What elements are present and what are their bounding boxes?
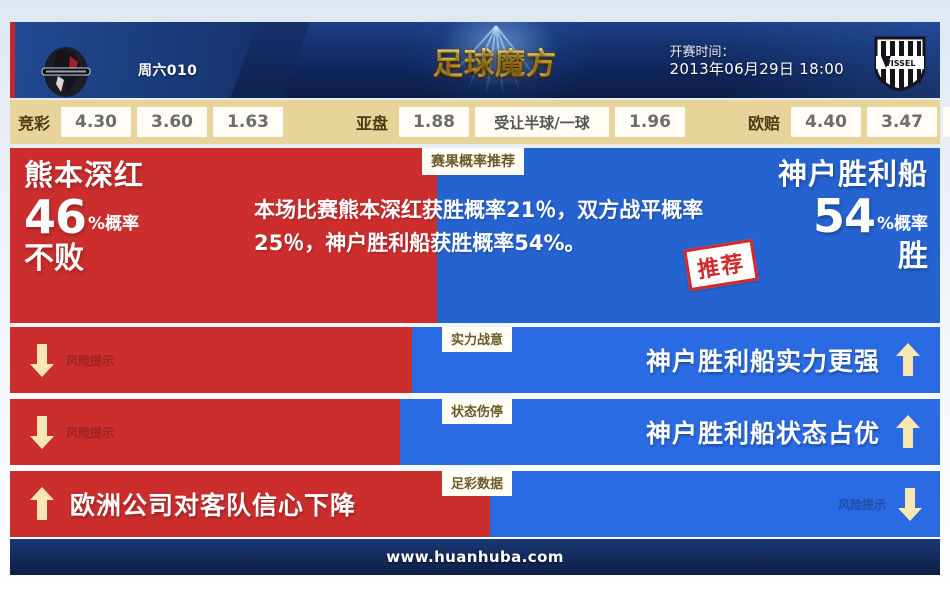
probability-summary-text: 本场比赛熊本深红获胜概率21％，双方战平概率25％，神户胜利船获胜概率54%。 <box>254 198 704 255</box>
arrow-down-icon <box>30 415 54 449</box>
arrow-up-icon <box>896 415 920 449</box>
home-predicted-result: 不败 <box>24 241 84 276</box>
home-claim-text: 欧洲公司对客队信心下降 <box>70 491 357 520</box>
away-claim-text: 神户胜利船状态占优 <box>645 419 880 448</box>
section-tab-probability: 赛果概率推荐 <box>422 148 524 175</box>
away-form-claim: 神户胜利船状态占优 <box>646 399 920 465</box>
arrow-down-icon <box>30 343 54 377</box>
odds-cell-european-draw[interactable]: 3.47 <box>867 107 938 137</box>
footer-bar: www.huanhuba.com <box>10 539 940 575</box>
odds-cell-asian-away[interactable]: 1.96 <box>615 107 686 137</box>
odds-cell-asian-handicap[interactable]: 受让半球/一球 <box>475 107 610 137</box>
kickoff-label: 开赛时间： <box>669 45 735 60</box>
home-side-background <box>10 148 437 323</box>
odds-cell-asian-home[interactable]: 1.88 <box>399 107 470 137</box>
kickoff-info: 开赛时间： 2013年06月29日 18:00 <box>670 44 844 78</box>
away-risk-indicator: 风险提示 <box>838 471 922 537</box>
odds-cell-jingcai-draw[interactable]: 3.60 <box>137 107 208 137</box>
odds-group-asian: 亚盘 1.88 受让半球/一球 1.96 <box>348 100 688 144</box>
home-probability-suffix: %概率 <box>88 214 140 234</box>
home-prediction: 熊本深红 46 %概率 不败 <box>24 158 144 276</box>
comparison-row-strength: 风险提示 神户胜利船实力更强 实力战意 <box>10 327 940 393</box>
comparison-row-form: 风险提示 神户胜利船状态占优 状态伤停 <box>10 399 940 465</box>
home-team-name: 熊本深红 <box>24 158 145 192</box>
home-betting-claim: 欧洲公司对客队信心下降 <box>30 471 356 537</box>
header-bar: 周六010 足球魔方 开赛时间： 2013年06月29日 18:00 <box>10 22 940 98</box>
row-home-background <box>10 399 400 465</box>
starburst-icon <box>400 22 590 98</box>
arrow-up-icon <box>896 343 920 377</box>
brand-title: 足球魔方 <box>433 39 557 83</box>
kickoff-time: 2013年06月29日 18:00 <box>669 60 844 78</box>
away-probability-suffix: %概率 <box>876 214 928 234</box>
arrow-down-icon <box>898 487 922 521</box>
away-claim-text: 神户胜利船实力更强 <box>645 347 880 376</box>
home-risk-indicator: 风险提示 <box>30 399 114 465</box>
probability-panel: 熊本深红 46 %概率 不败 神户胜利船 推荐 54 %概率 胜 本场比赛熊本深… <box>10 148 940 323</box>
roasso-kumamoto-crest <box>30 46 102 98</box>
section-tab-betting-data: 足彩数据 <box>442 471 513 496</box>
odds-cell-european-home[interactable]: 4.40 <box>791 107 862 137</box>
section-tab-strength: 实力战意 <box>442 327 513 352</box>
odds-group-jingcai: 竞彩 4.30 3.60 1.63 <box>10 100 286 144</box>
odds-bar: 竞彩 4.30 3.60 1.63 亚盘 1.88 受让半球/一球 1.96 欧… <box>10 100 950 144</box>
odds-group-european: 欧赔 4.40 3.47 1.71 <box>740 100 950 144</box>
odds-group-title: 亚盘 <box>356 114 389 133</box>
home-probability-value: 46 <box>24 190 87 244</box>
row-home-background <box>10 471 490 537</box>
home-risk-label: 风险提示 <box>66 425 115 440</box>
header-accent-strip <box>10 22 15 98</box>
odds-cell-jingcai-away[interactable]: 1.63 <box>213 107 284 137</box>
vissel-kobe-crest: VISSEL <box>872 34 928 92</box>
away-predicted-result: 胜 <box>898 239 928 274</box>
odds-group-title: 欧赔 <box>748 114 781 133</box>
odds-group-title: 竞彩 <box>18 114 51 133</box>
comparison-row-betting-data: 欧洲公司对客队信心下降 风险提示 足彩数据 <box>10 471 940 537</box>
brand-logo: 足球魔方 <box>400 22 590 98</box>
away-prediction: 神户胜利船 推荐 54 %概率 胜 <box>683 156 928 292</box>
odds-cell-jingcai-home[interactable]: 4.30 <box>61 107 132 137</box>
round-label: 周六010 <box>138 63 198 79</box>
row-home-background <box>10 327 412 393</box>
odds-cell-european-away[interactable]: 1.71 <box>943 107 950 137</box>
section-tab-form: 状态伤停 <box>442 399 513 424</box>
arrow-up-icon <box>30 487 54 521</box>
away-probability-value: 54 <box>812 189 876 243</box>
away-team-name: 神户胜利船 <box>777 157 928 191</box>
away-risk-label: 风险提示 <box>837 497 886 512</box>
away-strength-claim: 神户胜利船实力更强 <box>646 327 920 393</box>
site-url[interactable]: www.huanhuba.com <box>386 548 564 566</box>
svg-text:VISSEL: VISSEL <box>885 59 916 68</box>
home-risk-label: 风险提示 <box>66 353 115 368</box>
home-risk-indicator: 风险提示 <box>30 327 114 393</box>
